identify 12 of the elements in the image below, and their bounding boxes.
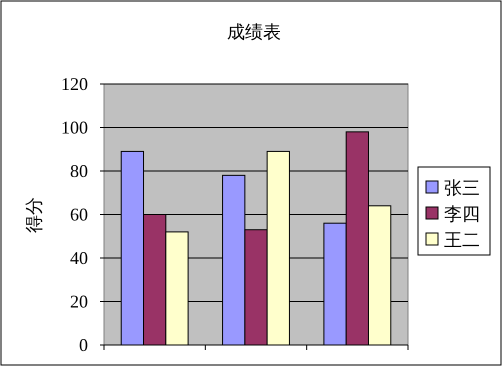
legend-label: 李四	[444, 204, 480, 225]
legend-label: 张三	[444, 178, 480, 199]
legend-label: 王二	[444, 230, 480, 251]
y-tick-label: 120	[61, 74, 88, 94]
y-tick-label: 0	[79, 335, 88, 355]
chart-title: 成绩表	[227, 22, 281, 43]
y-tick-label: 40	[70, 248, 88, 268]
y-tick-label: 20	[70, 292, 88, 312]
y-axis-title: 得分	[24, 197, 45, 233]
y-tick-label: 80	[70, 161, 88, 181]
y-tick-label: 60	[70, 204, 88, 224]
y-tick-label: 100	[61, 118, 88, 138]
